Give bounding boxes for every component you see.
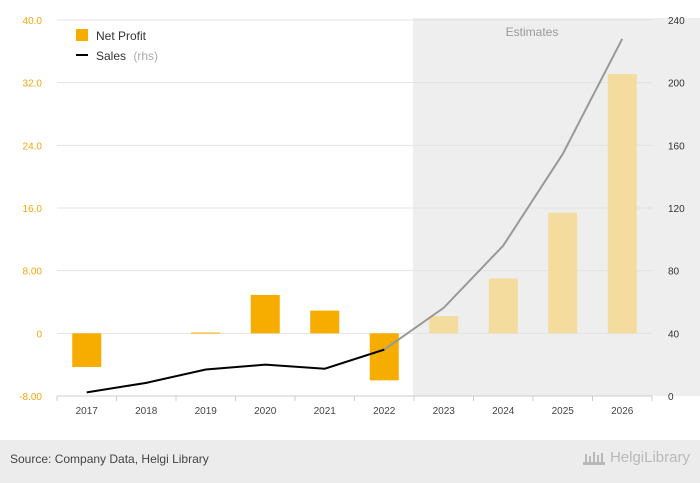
bar-net-profit-2026 [607, 74, 637, 334]
bar-net-profit-2019 [191, 332, 221, 334]
x-tick-label: 2024 [492, 406, 515, 417]
y-right-tick-label: 120 [668, 204, 685, 215]
x-tick-label: 2018 [135, 406, 158, 417]
y-left-tick-label: 32.0 [23, 79, 43, 90]
sales-line-estimates [383, 38, 624, 351]
sales-line [86, 38, 624, 394]
bar-net-profit-2017 [72, 333, 102, 368]
estimates-shade [413, 18, 700, 396]
y-left-tick-label: 40.0 [23, 16, 43, 27]
chart: -8.00 0 8.00 16.0 24.0 32.0 40.0 0 40 80 120 160 20… [19, 16, 700, 417]
y-right-tick-label: 0 [668, 392, 674, 403]
right-axis: 0 40 80 120 160 200 240 [668, 16, 685, 403]
legend-label-net-profit: Net Profit [96, 29, 147, 43]
y-right-tick-label: 40 [668, 329, 680, 340]
footer: Source: Company Data, Helgi Library Helg… [0, 440, 700, 483]
y-left-tick-label: 8.00 [23, 267, 43, 278]
y-left-tick-label: 16.0 [23, 204, 43, 215]
x-tick-label: 2020 [254, 406, 277, 417]
estimates-label: Estimates [506, 25, 559, 39]
x-axis: 2017 2018 2019 2020 2021 2022 2023 2024 2025 2026 [56, 395, 653, 417]
y-left-tick-label: -8.00 [19, 392, 42, 403]
sales-line-actual [86, 348, 385, 394]
y-right-tick-label: 160 [668, 141, 685, 152]
x-tick-label: 2019 [195, 406, 218, 417]
y-right-tick-label: 240 [668, 16, 685, 27]
y-left-tick-label: 0 [36, 329, 42, 340]
x-tick-label: 2022 [373, 406, 396, 417]
bar-net-profit-2025 [548, 212, 578, 334]
legend-label-sales-name: Sales [96, 49, 126, 63]
x-tick-label: 2017 [76, 406, 99, 417]
left-axis: -8.00 0 8.00 16.0 24.0 32.0 40.0 [19, 16, 42, 403]
bar-net-profit-2020 [250, 294, 280, 334]
legend-label-sales: Sales (rhs) [96, 49, 158, 63]
legend-label-sales-suffix: (rhs) [133, 49, 158, 63]
source-note: Source: Company Data, Helgi Library [10, 452, 209, 466]
library-building-icon [582, 451, 605, 465]
grid [57, 19, 652, 397]
x-tick-label: 2023 [433, 406, 456, 417]
bar-net-profit-2021 [310, 310, 340, 334]
legend-swatch-net-profit [76, 29, 88, 41]
y-left-tick-label: 24.0 [23, 141, 43, 152]
legend: Net Profit Sales (rhs) [76, 29, 158, 63]
y-right-tick-label: 200 [668, 79, 685, 90]
x-tick-label: 2026 [611, 406, 634, 417]
bar-net-profit-2022 [369, 333, 399, 381]
y-right-tick-label: 80 [668, 267, 680, 278]
x-tick-label: 2025 [552, 406, 575, 417]
net-profit-bars [72, 74, 637, 381]
helgi-library-logo: HelgiLibrary [582, 449, 690, 466]
bar-net-profit-2023 [429, 316, 459, 334]
bar-net-profit-2024 [488, 278, 518, 334]
logo-text: HelgiLibrary [609, 449, 690, 466]
x-tick-label: 2021 [314, 406, 337, 417]
